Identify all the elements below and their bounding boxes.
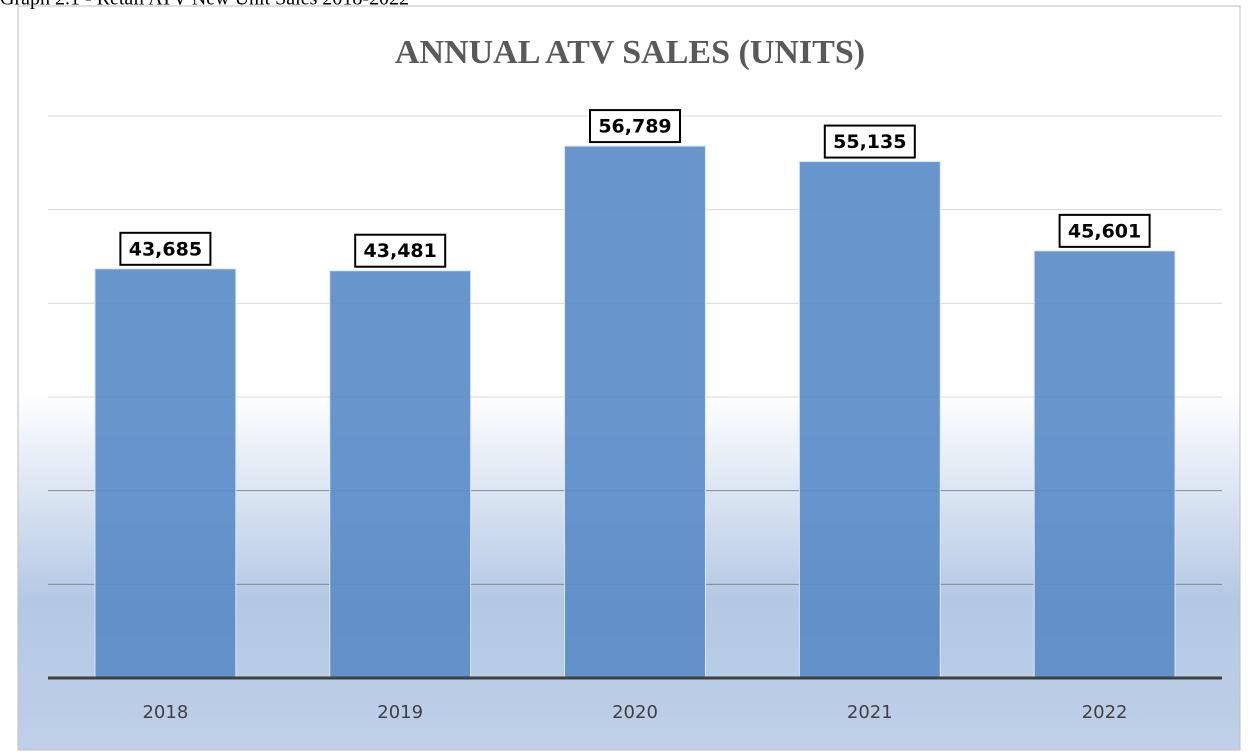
x-tick-label: 2022 bbox=[1082, 702, 1128, 723]
value-label: 43,481 bbox=[364, 240, 437, 262]
bar bbox=[94, 268, 237, 679]
x-tick-label: 2021 bbox=[847, 702, 893, 723]
value-label-box bbox=[589, 109, 681, 144]
value-label-box bbox=[1058, 213, 1151, 248]
value-label-box bbox=[119, 231, 212, 266]
value-label: 43,685 bbox=[129, 238, 202, 260]
x-tick-label: 2020 bbox=[612, 702, 658, 723]
value-label: 55,135 bbox=[833, 131, 906, 153]
chart-title: ANNUAL ATV SALES (UNITS) bbox=[395, 34, 865, 71]
x-tick-label: 2019 bbox=[377, 702, 423, 723]
x-tick-label: 2018 bbox=[142, 702, 188, 723]
bar bbox=[564, 145, 706, 679]
bar bbox=[329, 270, 472, 679]
value-label: 45,601 bbox=[1068, 220, 1141, 242]
value-label-box bbox=[823, 124, 916, 159]
value-label-box bbox=[354, 233, 447, 268]
value-label: 56,789 bbox=[598, 116, 671, 138]
bar bbox=[1033, 250, 1176, 679]
caption: Graph 2.1 - Retail ATV New Unit Sales 20… bbox=[0, 0, 409, 10]
bar bbox=[798, 161, 941, 679]
